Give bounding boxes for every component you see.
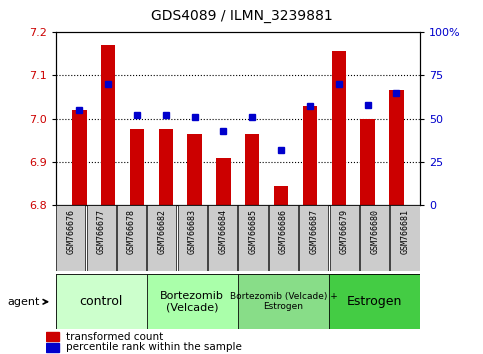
- Bar: [274, 186, 288, 205]
- Text: GSM766677: GSM766677: [97, 209, 106, 253]
- Bar: [158, 130, 173, 205]
- Bar: [269, 205, 298, 271]
- Bar: [86, 205, 116, 271]
- Bar: [238, 274, 329, 329]
- Text: GSM766687: GSM766687: [309, 209, 318, 253]
- Text: transformed count: transformed count: [66, 332, 163, 342]
- Bar: [330, 205, 359, 271]
- Text: percentile rank within the sample: percentile rank within the sample: [66, 342, 242, 352]
- Bar: [56, 274, 147, 329]
- Bar: [46, 332, 58, 341]
- Bar: [147, 205, 176, 271]
- Bar: [299, 205, 328, 271]
- Bar: [360, 119, 375, 205]
- Bar: [72, 110, 86, 205]
- Text: Bortezomib
(Velcade): Bortezomib (Velcade): [160, 291, 224, 313]
- Text: GSM766684: GSM766684: [218, 209, 227, 253]
- Bar: [208, 205, 237, 271]
- Bar: [46, 343, 58, 352]
- Bar: [130, 130, 144, 205]
- Bar: [178, 205, 207, 271]
- Bar: [331, 51, 346, 205]
- Bar: [303, 105, 317, 205]
- Bar: [245, 134, 259, 205]
- Text: GSM766686: GSM766686: [279, 209, 288, 253]
- Text: control: control: [79, 295, 123, 308]
- Text: GDS4089 / ILMN_3239881: GDS4089 / ILMN_3239881: [151, 9, 332, 23]
- Bar: [101, 45, 115, 205]
- Bar: [117, 205, 146, 271]
- Bar: [389, 90, 404, 205]
- Text: agent: agent: [7, 297, 47, 307]
- Text: GSM766678: GSM766678: [127, 209, 136, 253]
- Text: GSM766681: GSM766681: [400, 209, 410, 253]
- Text: GSM766676: GSM766676: [66, 209, 75, 253]
- Text: Estrogen: Estrogen: [347, 295, 402, 308]
- Text: GSM766683: GSM766683: [188, 209, 197, 253]
- Text: GSM766685: GSM766685: [249, 209, 257, 253]
- Bar: [239, 205, 268, 271]
- Bar: [187, 134, 202, 205]
- Bar: [390, 205, 420, 271]
- Bar: [147, 274, 238, 329]
- Bar: [56, 205, 85, 271]
- Text: Bortezomib (Velcade) +
Estrogen: Bortezomib (Velcade) + Estrogen: [229, 292, 337, 312]
- Text: GSM766679: GSM766679: [340, 209, 349, 253]
- Bar: [360, 205, 389, 271]
- Text: GSM766680: GSM766680: [370, 209, 379, 253]
- Text: GSM766682: GSM766682: [157, 209, 167, 253]
- Bar: [216, 158, 231, 205]
- Bar: [329, 274, 420, 329]
